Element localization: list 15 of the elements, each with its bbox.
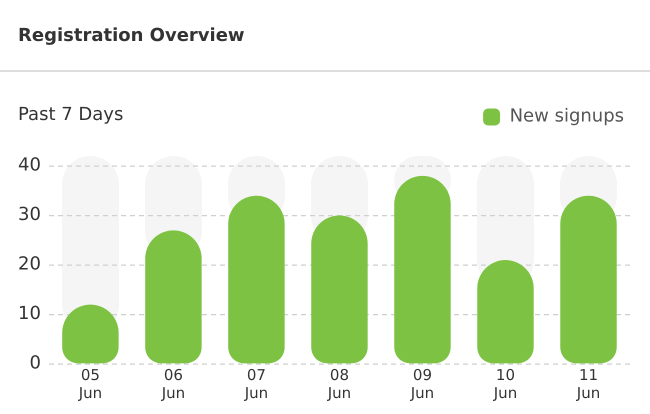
y-tick-label: 40 <box>18 154 41 176</box>
x-tick-label: 06 Jun <box>160 366 186 402</box>
x-tick-label: 11 Jun <box>576 366 600 402</box>
legend-label: New signups <box>510 106 624 127</box>
y-tick-label: 20 <box>18 254 41 275</box>
chart-subtitle: Past 7 Days <box>18 104 124 125</box>
y-tick-label: 30 <box>18 204 41 226</box>
x-tick-label: 10 Jun <box>492 366 518 402</box>
y-tick-label: 0 <box>29 352 41 374</box>
x-tick-label: 08 Jun <box>326 366 352 402</box>
x-tick-label: 05 Jun <box>78 366 102 402</box>
y-tick-label: 10 <box>18 303 41 324</box>
x-tick-label: 09 Jun <box>410 366 434 402</box>
chart-title: Registration Overview <box>18 24 245 46</box>
x-tick-label: 07 Jun <box>244 366 268 402</box>
